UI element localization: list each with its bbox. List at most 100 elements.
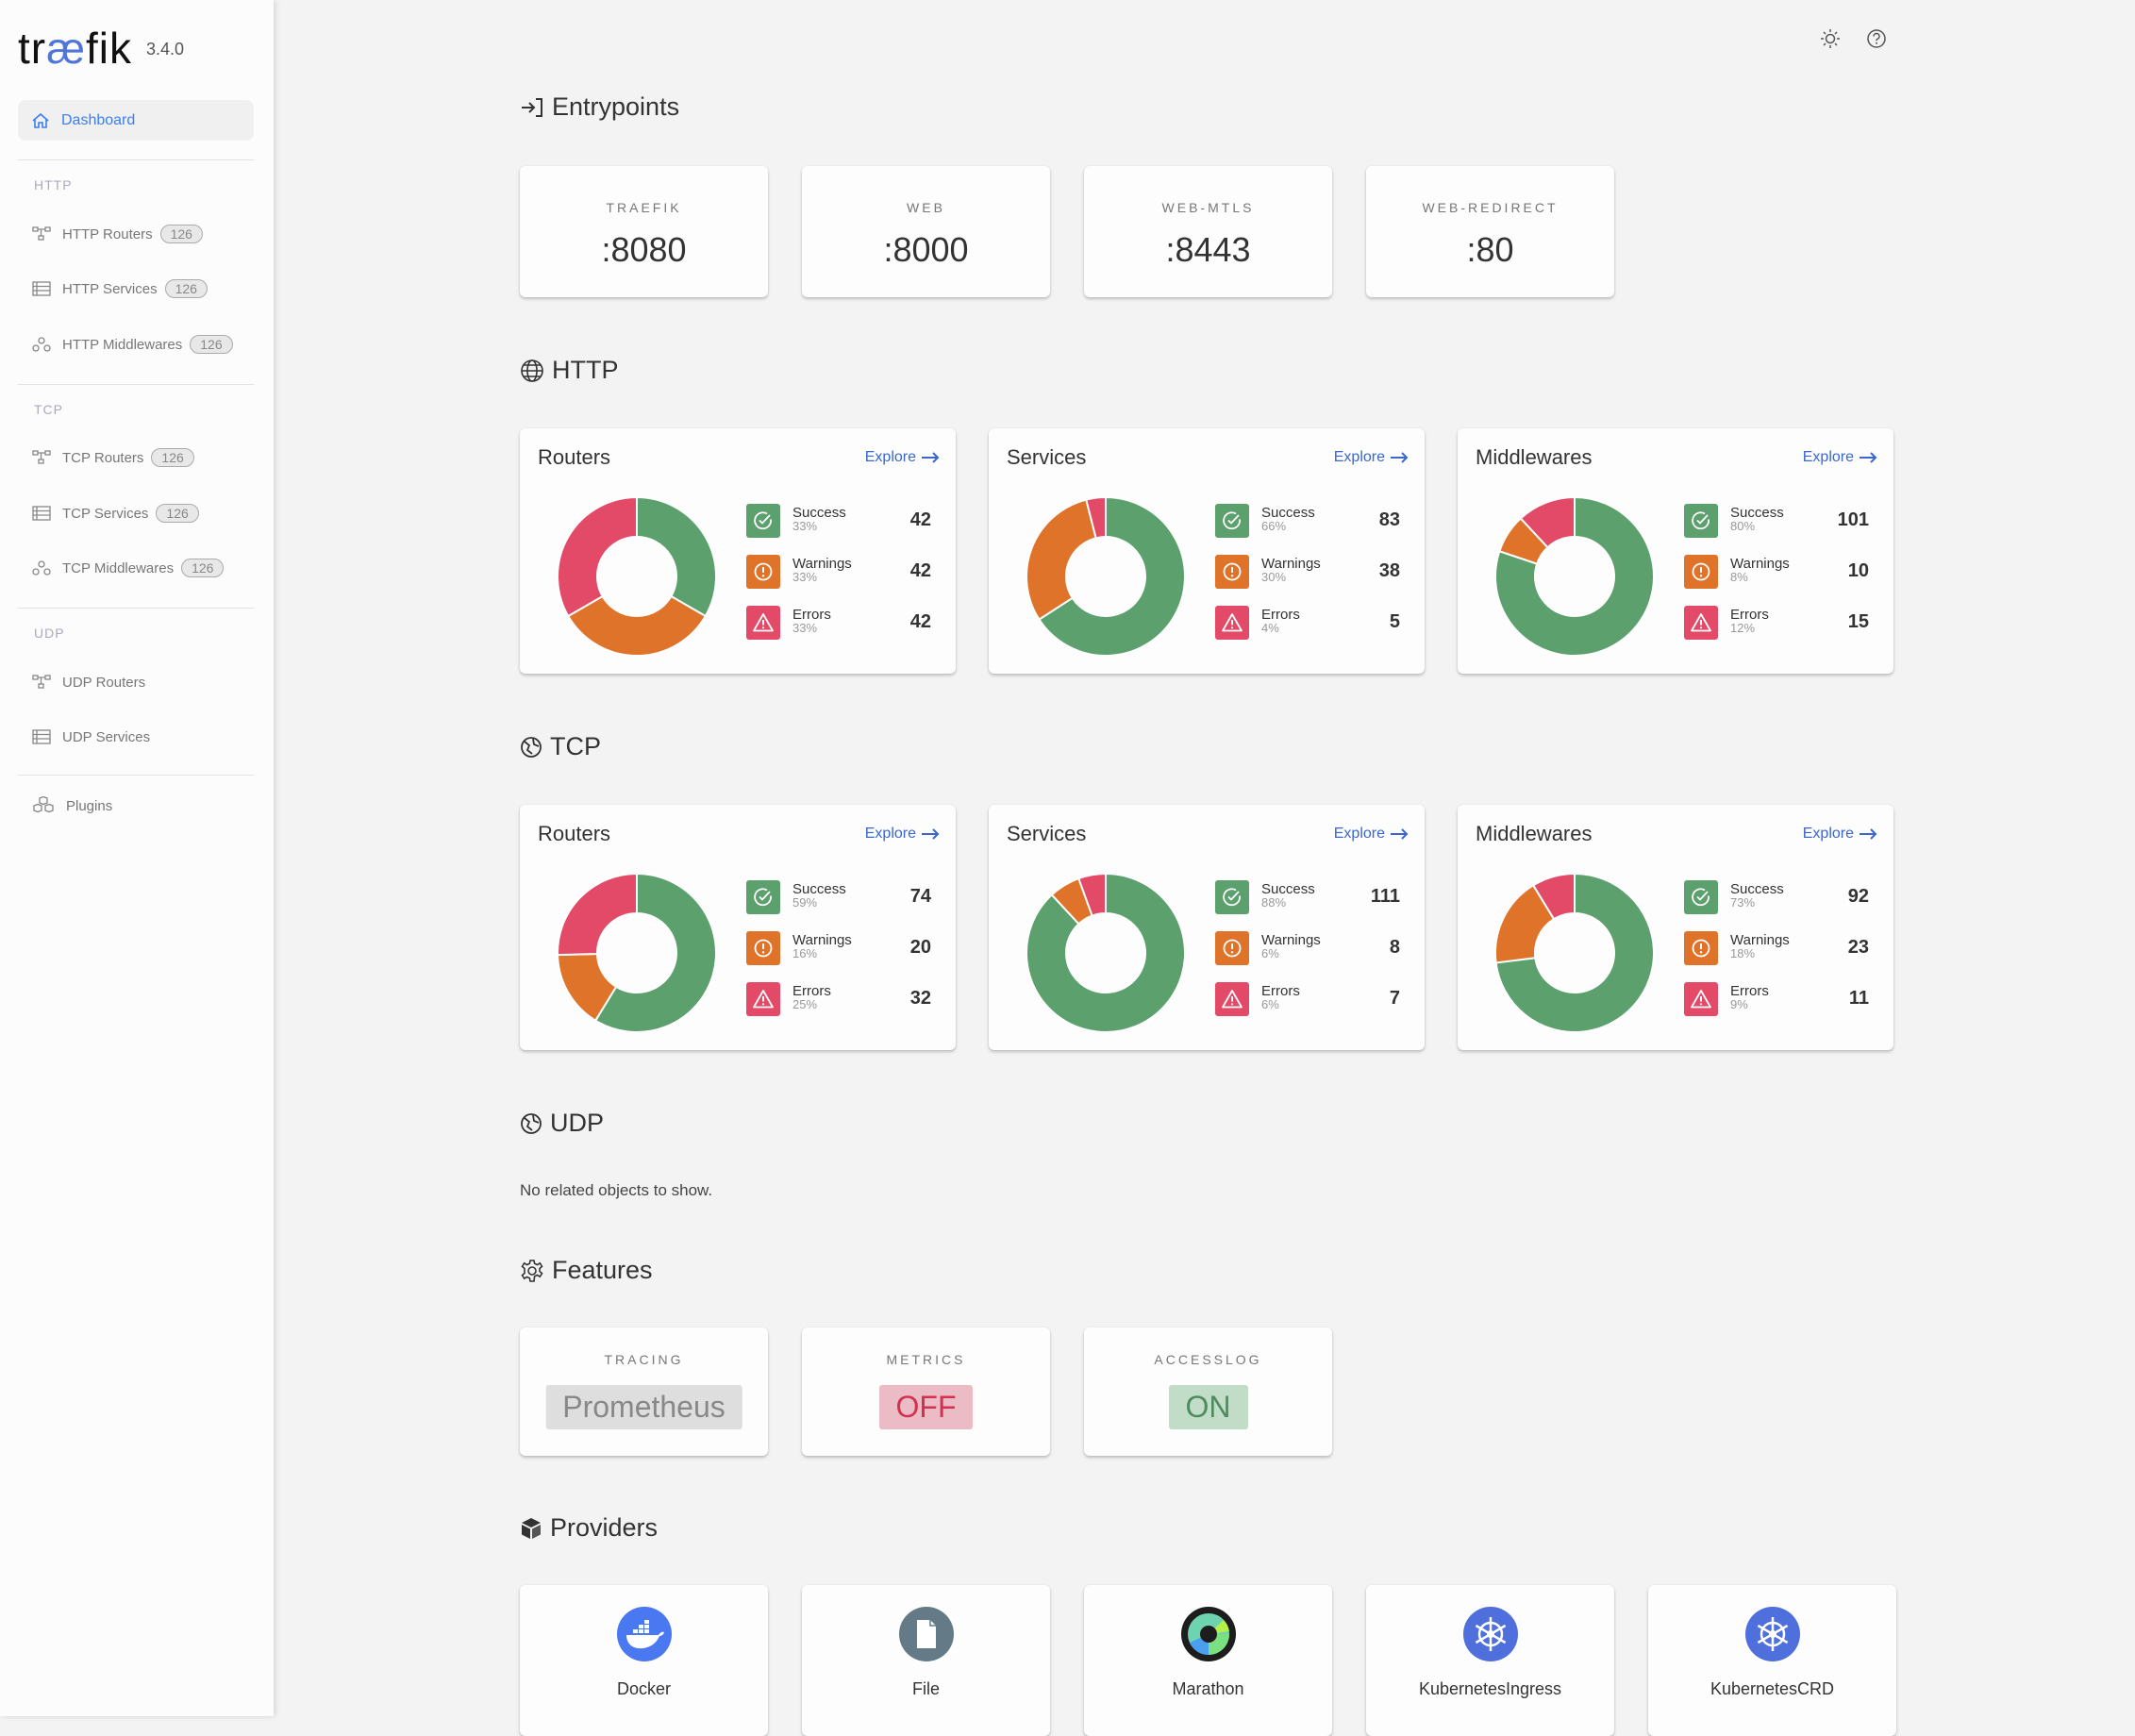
explore-link[interactable]: Explore [1803,449,1877,466]
legend-warnings: Warnings 6% 8 [1215,931,1400,965]
sidebar-item-tcp-routers[interactable]: TCP Routers 126 [32,446,194,469]
sidebar-item-udp-services[interactable]: UDP Services [32,726,150,748]
sidebar-item-plugins[interactable]: Plugins [32,794,112,817]
legend-count: 7 [1389,988,1400,1009]
explore-link[interactable]: Explore [865,449,940,466]
count-badge: 126 [164,279,208,298]
warning-triangle-icon [1684,606,1718,640]
legend-label: Warnings [792,932,852,948]
sidebar-item-udp-routers[interactable]: UDP Routers [32,671,145,693]
sidebar-item-label: HTTP Services [62,280,158,297]
marathon-icon [1180,1607,1236,1661]
sidebar-item-label: TCP Routers [62,449,144,466]
legend-count: 15 [1847,611,1869,632]
entrypoint-card[interactable]: WEB-REDIRECT:80 [1366,166,1614,297]
sidebar-item-http-middlewares[interactable]: HTTP Middlewares 126 [32,333,233,356]
entrypoint-card[interactable]: WEB-MTLS:8443 [1084,166,1332,297]
donut-slice-errors [1519,497,1576,549]
home-icon [32,112,49,128]
legend-percent: 59% [792,895,818,910]
legend-percent: 9% [1730,997,1748,1011]
legend-percent: 4% [1261,621,1279,635]
help-icon[interactable] [1866,28,1887,49]
check-circle-icon [746,880,780,914]
kubernetes-icon [1462,1607,1518,1661]
donut-slice-errors [1076,874,1107,917]
donut-slice-success [593,874,716,1032]
sidebar-item-label: UDP Services [62,728,151,745]
plugins-icon [32,796,66,815]
explore-label: Explore [1802,449,1854,465]
services-icon [32,506,62,521]
legend-count: 8 [1389,937,1400,958]
count-badge: 126 [156,504,199,523]
legend-label: Errors [792,607,831,623]
status-donut-chart [1026,874,1185,1032]
card-title: Services [1007,445,1087,469]
http-services-card: Services Explore Success 66% 83 Warnings 30% 38… [989,428,1425,674]
explore-label: Explore [864,449,916,465]
legend-errors: Errors 4% 5 [1215,606,1400,640]
legend-count: 5 [1389,611,1400,632]
entrypoint-name: WEB-MTLS [1161,200,1255,215]
sidebar-item-http-routers[interactable]: HTTP Routers 126 [32,223,203,245]
udp-empty-message: No related objects to show. [520,1181,713,1199]
exclamation-circle-icon [746,555,780,589]
sidebar-item-dashboard[interactable]: Dashboard [18,100,254,141]
provider-name: File [911,1679,940,1698]
sidebar-section-udp: UDP [34,626,65,641]
explore-link[interactable]: Explore [1803,826,1877,843]
card-title: Middlewares [1476,822,1593,845]
sidebar-item-label: Plugins [66,797,113,814]
entrypoint-name: TRAEFIK [606,200,682,215]
entrypoint-port: :8080 [601,230,687,269]
http-title: HTTP [520,356,619,385]
explore-link[interactable]: Explore [1334,826,1409,843]
legend-percent: 80% [1730,519,1756,533]
arrow-right-icon [1859,828,1877,840]
legend-label: Errors [792,983,831,999]
legend-warnings: Warnings 18% 23 [1684,931,1869,965]
section-title-text: Entrypoints [552,92,680,121]
sidebar: træfik 3.4.0 Dashboard HTTP HTTP Routers 1… [0,0,274,1716]
sidebar-item-tcp-services[interactable]: TCP Services 126 [32,502,199,525]
legend-label: Success [1730,505,1784,521]
warning-triangle-icon [1215,606,1249,640]
legend-count: 11 [1848,988,1869,1009]
legend-percent: 8% [1730,570,1748,584]
sidebar-item-label: Dashboard [61,111,136,128]
donut-slice-errors [1531,874,1576,921]
sidebar-item-http-services[interactable]: HTTP Services 126 [32,277,208,300]
legend-count: 92 [1847,886,1869,907]
providers-box-icon [520,1517,550,1540]
arrow-right-icon [1859,452,1877,463]
legend-success: Success 59% 74 [746,880,931,914]
explore-link[interactable]: Explore [1334,449,1409,466]
exclamation-circle-icon [1215,555,1249,589]
donut-slice-errors [558,874,638,957]
legend-percent: 66% [1261,519,1287,533]
count-badge: 126 [159,225,203,243]
legend-count: 38 [1378,560,1400,581]
explore-link[interactable]: Explore [865,826,940,843]
explore-label: Explore [1333,449,1385,465]
legend-count: 42 [909,611,931,632]
legend-label: Warnings [1730,932,1790,948]
sidebar-item-tcp-middlewares[interactable]: TCP Middlewares 126 [32,557,225,579]
legend-count: 101 [1837,509,1869,530]
entrypoint-card[interactable]: WEB:8000 [802,166,1050,297]
theme-sun-icon[interactable] [1820,28,1841,49]
entrypoint-card[interactable]: TRAEFIK :8080 [520,166,768,297]
card-title: Routers [538,445,611,469]
legend-count: 23 [1847,937,1869,958]
sidebar-section-tcp: TCP [34,402,63,417]
legend-warnings: Warnings 33% 42 [746,555,931,589]
check-circle-icon [1215,880,1249,914]
sidebar-item-label: UDP Routers [62,674,146,691]
legend-errors: Errors 33% 42 [746,606,931,640]
sidebar-item-label: HTTP Routers [62,225,153,242]
feature-card-metrics: METRICS OFF [802,1327,1050,1456]
traefik-logo[interactable]: træfik [18,24,133,73]
provider-card-marathon: Marathon [1084,1585,1332,1736]
legend-percent: 88% [1261,895,1287,910]
